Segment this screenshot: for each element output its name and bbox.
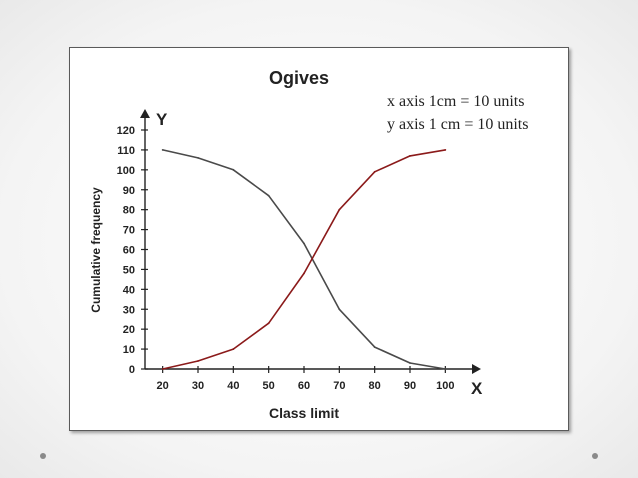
y-tick-label: 30 xyxy=(123,304,135,316)
chart-title: Ogives xyxy=(269,68,329,88)
y-tick-label: 20 xyxy=(123,324,135,336)
x-scale-note: x axis 1cm = 10 units xyxy=(387,93,524,110)
y-tick-label: 80 xyxy=(123,205,135,217)
y-tick-label: 0 xyxy=(129,364,135,376)
series-1-point xyxy=(338,308,341,311)
y-tick-label: 10 xyxy=(123,344,135,356)
x-axis-letter: X xyxy=(471,379,483,398)
y-axis-title: Cumulative frequency xyxy=(89,187,103,313)
series-2-point xyxy=(303,272,305,275)
series-2-point xyxy=(409,154,411,157)
y-tick-label: 120 xyxy=(117,125,135,137)
series-2-point xyxy=(373,170,376,173)
more-than-ogive-line xyxy=(162,149,446,370)
series-2-point xyxy=(338,208,341,211)
x-tick-label: 40 xyxy=(227,380,239,392)
series-layer xyxy=(161,149,447,370)
series-1-point xyxy=(444,368,447,370)
series-1-point xyxy=(409,362,411,364)
series-1-point xyxy=(373,346,376,348)
y-tick-label: 100 xyxy=(117,165,135,177)
series-2-point xyxy=(161,368,164,370)
series-1-point xyxy=(161,149,164,151)
x-tick-label: 70 xyxy=(333,380,345,392)
slide-dot-right xyxy=(592,453,598,459)
x-tick-label: 20 xyxy=(157,380,169,392)
y-axis-letter: Y xyxy=(156,110,168,129)
series-1-point xyxy=(267,194,270,197)
less-than-ogive-line xyxy=(162,149,446,370)
slide-dot-left xyxy=(40,453,46,459)
series-2-point xyxy=(444,149,447,151)
y-scale-note: y axis 1 cm = 10 units xyxy=(387,116,528,133)
x-axis-title: Class limit xyxy=(269,405,339,421)
series-2-point xyxy=(197,360,199,362)
series-1-point xyxy=(197,156,199,159)
y-tick-label: 40 xyxy=(123,284,135,296)
axes: 0 10 20 30 40 50 60 70 80 90 100 110 120 20 30 40 50 60 70… xyxy=(117,109,481,392)
series-1-point xyxy=(303,242,305,245)
x-tick-label: 50 xyxy=(263,380,275,392)
series-2-point xyxy=(232,348,235,350)
y-tick-label: 70 xyxy=(123,225,135,237)
x-tick-label: 60 xyxy=(298,380,310,392)
series-1-point xyxy=(232,168,235,171)
x-tick-label: 80 xyxy=(369,380,381,392)
y-tick-label: 50 xyxy=(123,264,135,276)
x-tick-label: 30 xyxy=(192,380,204,392)
y-tick-label: 110 xyxy=(117,145,135,157)
y-tick-label: 90 xyxy=(123,185,135,197)
x-tick-label: 100 xyxy=(436,380,454,392)
y-axis-arrow xyxy=(140,109,150,118)
x-axis-arrow xyxy=(472,364,481,374)
chart-frame: Ogives x axis 1cm = 10 units y axis 1 cm… xyxy=(69,47,569,431)
y-tick-label: 60 xyxy=(123,245,135,257)
x-tick-label: 90 xyxy=(404,380,416,392)
ogive-chart: Ogives x axis 1cm = 10 units y axis 1 cm… xyxy=(89,68,528,421)
series-2-point xyxy=(267,322,270,325)
